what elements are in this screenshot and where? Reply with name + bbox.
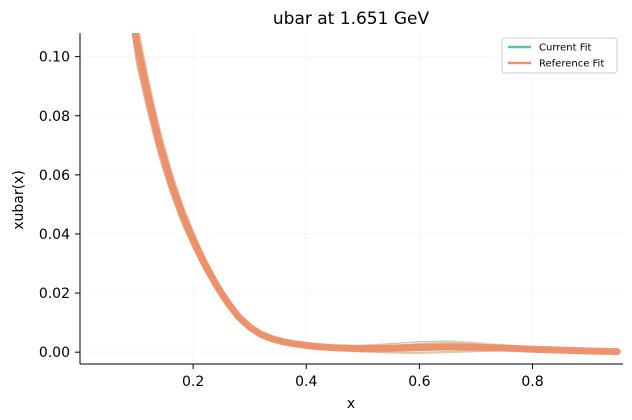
y-ticks: 0.00 0.02 0.04 0.06 0.08 0.10 [39, 50, 80, 361]
legend-label-current-fit: Current Fit [539, 43, 592, 54]
series-line-reference-fit [131, 33, 621, 356]
x-ticks: 0.2 0.4 0.6 0.8 [182, 364, 544, 390]
chart-title: ubar at 1.651 GeV [273, 9, 430, 29]
legend-label-reference-fit: Reference Fit [539, 59, 604, 70]
y-tick-label: 0.08 [39, 109, 70, 125]
x-tick-label: 0.4 [295, 374, 317, 390]
y-tick-label: 0.10 [39, 50, 70, 66]
series-lines [131, 33, 621, 356]
grid [80, 33, 623, 364]
y-tick-label: 0.06 [39, 168, 70, 184]
x-tick-label: 0.6 [408, 374, 430, 390]
replica-curve [131, 33, 618, 352]
x-tick-label: 0.2 [182, 374, 204, 390]
y-tick-label: 0.00 [39, 345, 70, 361]
x-tick-label: 0.8 [521, 374, 543, 390]
y-tick-label: 0.02 [39, 286, 70, 302]
legend: Current Fit Reference Fit [501, 37, 618, 74]
y-tick-label: 0.04 [39, 227, 70, 243]
y-axis-label: xubar(x) [11, 170, 27, 230]
x-axis-label: x [347, 396, 355, 412]
